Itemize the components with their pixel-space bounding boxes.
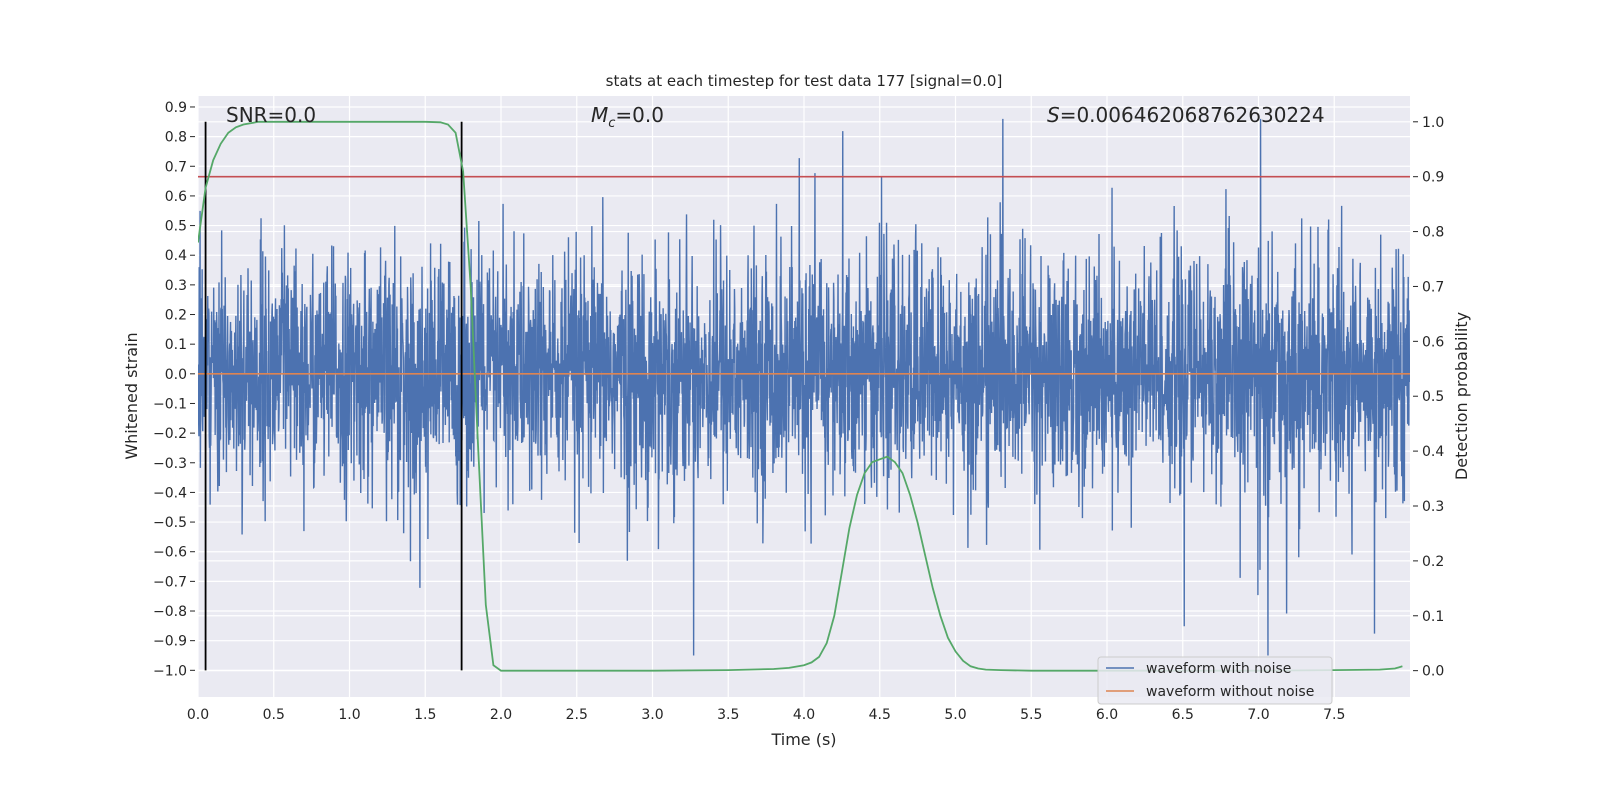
y-tick-label: −0.4: [153, 485, 187, 501]
y-tick-label: 0.4: [165, 248, 187, 264]
y-tick-label: 0.3: [165, 278, 187, 294]
annotation-s-value: =0.006462068762630224: [1060, 103, 1325, 127]
x-axis-ticks: 0.0 0.5 1.0 1.5 2.0 2.5 3.0 3.5 4.0 4.5 5.0 5.5 6.0 6…: [187, 707, 1346, 723]
x-tick-label: 6.5: [1172, 707, 1194, 723]
x-tick-label: 3.5: [717, 707, 739, 723]
legend-box: [1097, 656, 1333, 705]
y-tick-label: 0.9: [165, 100, 187, 116]
y-tick-label: 0.0: [165, 367, 187, 383]
y-right-axis-ticks: 1.0 0.9 0.8 0.7 0.6 0.5 0.4 0.3 0.2 0.1 0.0: [1413, 115, 1444, 680]
x-tick-label: 4.0: [793, 707, 815, 723]
series-detection-probability: [198, 120, 1403, 672]
y-tick-label: −0.9: [153, 634, 187, 650]
y-right-tick-label: 0.5: [1422, 389, 1444, 405]
y-right-tick-label: 0.3: [1422, 499, 1444, 515]
annotation-chirp-mass: Mc=0.0: [591, 103, 664, 131]
y-right-tick-label: 1.0: [1422, 115, 1444, 131]
y-axis-ticks: 0.9 0.8 0.7 0.6 0.5 0.4 0.3 0.2 0.1 0.0 −0.1 −0.2 −0…: [153, 100, 195, 679]
x-tick-label: 7.0: [1247, 707, 1269, 723]
y-tick-label: −0.7: [153, 574, 187, 590]
x-tick-label: 1.5: [414, 707, 436, 723]
annotation-snr: SNR=0.0: [226, 103, 316, 127]
y-tick-label: −0.2: [153, 426, 187, 442]
x-tick-label: 2.5: [566, 707, 588, 723]
annotation-chirp-mass-subscript: c: [608, 116, 615, 131]
y-right-tick-label: 0.2: [1422, 554, 1444, 570]
legend: waveform with noise waveform without noi…: [1097, 656, 1333, 705]
y-right-axis-label: Detection probability: [1452, 312, 1471, 480]
y-right-tick-label: 0.9: [1422, 170, 1444, 186]
y-tick-label: 0.5: [165, 219, 187, 235]
x-tick-label: 1.0: [338, 707, 360, 723]
x-tick-label: 3.0: [641, 707, 663, 723]
y-right-tick-label: 0.1: [1422, 609, 1444, 625]
y-tick-label: −0.1: [153, 396, 187, 412]
annotation-s-symbol: S: [1047, 103, 1060, 127]
event-markers: [204, 121, 463, 671]
y-right-tick-label: 0.8: [1422, 225, 1444, 241]
y-tick-label: 0.6: [165, 189, 187, 205]
y-right-tick-label: 0.6: [1422, 334, 1444, 350]
y-right-tick-label: 0.7: [1422, 279, 1444, 295]
x-tick-label: 2.0: [490, 707, 512, 723]
chart-title: stats at each timestep for test data 177…: [606, 72, 1003, 90]
y-tick-label: 0.2: [165, 308, 187, 324]
annotation-s: S=0.006462068762630224: [1047, 103, 1325, 127]
y-tick-label: 0.8: [165, 130, 187, 146]
y-tick-label: −0.5: [153, 515, 187, 531]
y-tick-label: −0.6: [153, 545, 187, 561]
x-tick-label: 6.0: [1096, 707, 1118, 723]
legend-label-with-noise: waveform with noise: [1146, 661, 1291, 677]
x-tick-label: 7.5: [1323, 707, 1345, 723]
x-axis-label: Time (s): [770, 730, 836, 749]
x-tick-label: 0.0: [187, 707, 209, 723]
x-tick-label: 5.5: [1020, 707, 1042, 723]
y-tick-label: −0.8: [153, 604, 187, 620]
y-tick-label: 0.1: [165, 337, 187, 353]
annotation-chirp-mass-symbol: M: [591, 103, 608, 127]
y-tick-label: −1.0: [153, 663, 187, 679]
y-axis-label: Whitened strain: [122, 332, 141, 459]
y-tick-label: −0.3: [153, 456, 187, 472]
legend-label-without-noise: waveform without noise: [1146, 684, 1314, 700]
y-right-tick-label: 0.0: [1422, 664, 1444, 680]
series-waveform-with-noise: [198, 118, 1410, 656]
y-right-tick-label: 0.4: [1422, 444, 1444, 460]
x-tick-label: 0.5: [263, 707, 285, 723]
annotation-chirp-mass-value: =0.0: [615, 103, 664, 127]
y-tick-label: 0.7: [165, 159, 187, 175]
x-tick-label: 5.0: [944, 707, 966, 723]
x-tick-label: 4.5: [869, 707, 891, 723]
